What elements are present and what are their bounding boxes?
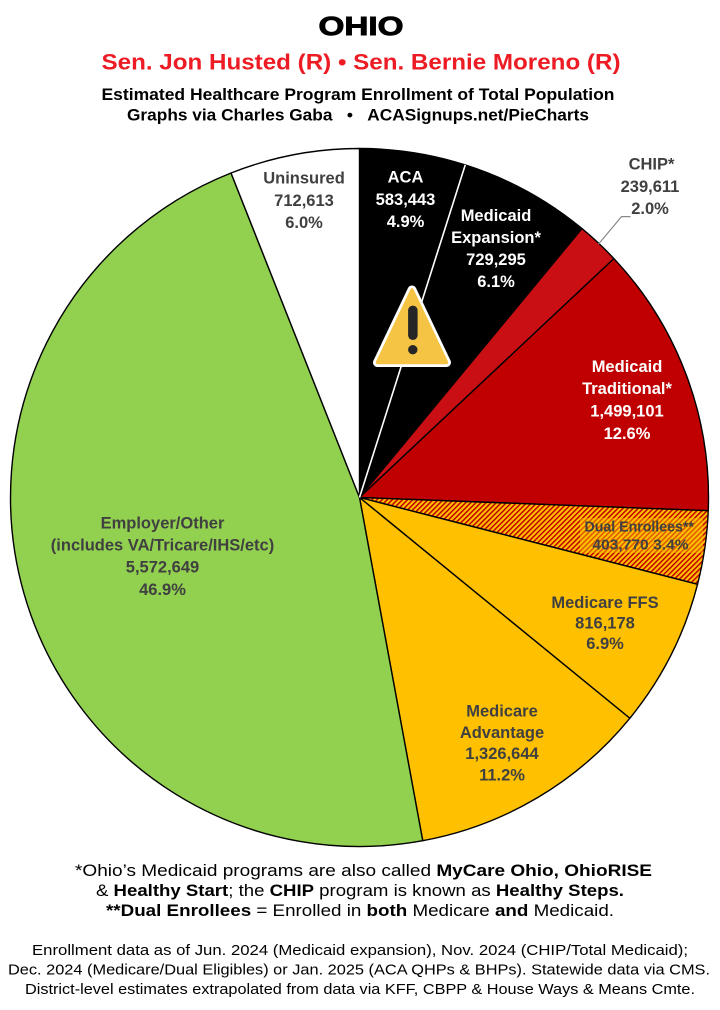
svg-text:239,611: 239,611 xyxy=(621,178,680,196)
svg-text:Expansion*: Expansion* xyxy=(451,229,541,247)
svg-text:Uninsured: Uninsured xyxy=(263,169,345,187)
svg-text:6.1%: 6.1% xyxy=(477,273,515,291)
svg-text:*Ohio’s Medicaid programs are: *Ohio’s Medicaid programs are also calle… xyxy=(75,862,652,880)
svg-text:712,613: 712,613 xyxy=(274,192,334,210)
svg-text:1,326,644: 1,326,644 xyxy=(465,745,539,763)
svg-text:Medicare: Medicare xyxy=(466,703,538,721)
svg-text:729,295: 729,295 xyxy=(466,251,526,269)
svg-text:11.2%: 11.2% xyxy=(479,766,525,784)
svg-text:ACA: ACA xyxy=(388,168,424,186)
svg-text:816,178: 816,178 xyxy=(575,614,635,632)
svg-text:4.9%: 4.9% xyxy=(387,213,425,231)
svg-text:Graphs via Charles Gaba •: Graphs via Charles Gaba • ACASignups.net… xyxy=(127,105,589,124)
svg-text:6.9%: 6.9% xyxy=(586,635,624,653)
svg-text:Sen. Jon Husted (R) • Sen. Ber: Sen. Jon Husted (R) • Sen. Bernie Moreno… xyxy=(102,50,621,75)
svg-text:Advantage: Advantage xyxy=(460,724,544,742)
svg-text:1,499,101: 1,499,101 xyxy=(590,403,663,421)
svg-text:**Dual Enrollees = Enrolled in: **Dual Enrollees = Enrolled in both Medi… xyxy=(106,902,614,920)
svg-text:Enrollment data as of Jun. 202: Enrollment data as of Jun. 2024 (Medicai… xyxy=(32,942,688,959)
svg-text:Dual Enrollees**: Dual Enrollees** xyxy=(585,520,695,536)
svg-text:CHIP*: CHIP* xyxy=(629,156,675,174)
svg-text:Traditional*: Traditional* xyxy=(582,380,672,398)
svg-text:District-level estimates extra: District-level estimates extrapolated fr… xyxy=(25,981,695,998)
svg-text:Employer/Other: Employer/Other xyxy=(101,514,225,532)
svg-text:403,770 3.4%: 403,770 3.4% xyxy=(592,538,689,554)
svg-text:& Healthy Start; the CHIP prog: & Healthy Start; the CHIP program is kno… xyxy=(96,882,624,900)
svg-text:6.0%: 6.0% xyxy=(285,214,323,232)
svg-text:583,443: 583,443 xyxy=(376,191,436,209)
svg-text:46.9%: 46.9% xyxy=(139,581,186,599)
svg-text:12.6%: 12.6% xyxy=(604,425,651,443)
svg-text:Medicare FFS: Medicare FFS xyxy=(551,594,658,612)
svg-text:5,572,649: 5,572,649 xyxy=(126,559,199,577)
svg-text:2.0%: 2.0% xyxy=(631,200,669,218)
svg-text:Dec. 2024 (Medicare/Dual Eligi: Dec. 2024 (Medicare/Dual Eligibles) or J… xyxy=(8,962,710,979)
svg-text:OHIO: OHIO xyxy=(319,11,404,41)
svg-text:Estimated Healthcare Program E: Estimated Healthcare Program Enrollment … xyxy=(102,85,615,104)
svg-text:(includes VA/Tricare/IHS/etc): (includes VA/Tricare/IHS/etc) xyxy=(51,537,274,555)
svg-text:Medicaid: Medicaid xyxy=(592,358,663,376)
svg-text:Medicaid: Medicaid xyxy=(461,207,532,225)
